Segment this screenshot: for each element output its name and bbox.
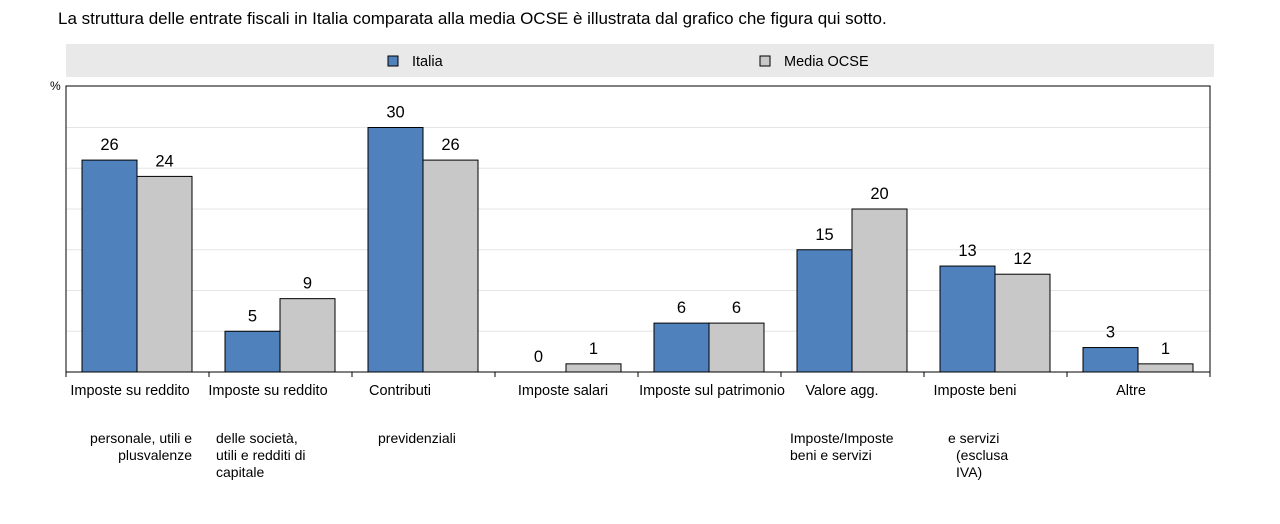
category-label: Valore agg. <box>805 383 878 399</box>
legend-swatch-italia <box>387 55 399 67</box>
category-sublabel-line: utili e redditi di <box>216 447 306 463</box>
bar-ocse <box>422 159 479 373</box>
category-sublabel: Imposte/Imposte beni e servizi <box>790 430 920 464</box>
category-sublabel-line: (esclusa <box>956 447 1009 463</box>
category-sublabel: e servizi (esclusa IVA) <box>948 430 1058 481</box>
intro-text: La struttura delle entrate fiscali in It… <box>58 9 887 28</box>
value-label-italia: 13 <box>958 242 976 260</box>
value-label-ocse: 20 <box>870 185 888 203</box>
category-label: Altre <box>1116 383 1146 399</box>
value-label-italia: 30 <box>386 104 404 122</box>
bar-ocse <box>279 298 336 373</box>
value-label-ocse: 24 <box>155 152 173 170</box>
value-label-italia: 5 <box>248 307 257 325</box>
bar-italia <box>81 159 138 373</box>
category-label: Imposte salari <box>518 383 608 399</box>
category-label: Imposte sul patrimonio <box>639 383 785 399</box>
category-sublabel-line: IVA) <box>956 464 983 480</box>
category-sublabel: delle società, utili e redditi di capitale <box>216 430 346 481</box>
legend-label-ocse: Media OCSE <box>784 54 869 70</box>
value-label-italia: 26 <box>100 136 118 154</box>
category-sublabel-line: plusvalenze <box>118 447 192 463</box>
bar-ocse <box>994 273 1051 373</box>
category-label: Imposte beni <box>933 383 1016 399</box>
bar-italia <box>1082 347 1139 373</box>
category-sublabel-line: personale, utili e <box>90 430 192 446</box>
category-label: Imposte su reddito <box>70 383 189 399</box>
value-label-italia: 3 <box>1106 324 1115 342</box>
bar-italia <box>939 265 996 373</box>
category-sublabel-line: Imposte/Imposte <box>790 430 894 446</box>
bar-ocse <box>136 175 193 373</box>
category-label: Imposte su reddito <box>208 383 327 399</box>
value-label-italia: 15 <box>815 226 833 244</box>
x-axis: Imposte su reddito Imposte su reddito Cont… <box>65 372 1211 399</box>
value-label-ocse: 6 <box>732 299 741 317</box>
value-label-italia: 0 <box>534 348 543 366</box>
value-labels: 26 24 5 9 30 26 0 1 6 6 15 20 13 12 3 1 <box>100 104 1170 367</box>
category-label: Contributi <box>369 383 431 399</box>
bar-italia <box>653 322 710 373</box>
value-label-ocse: 9 <box>303 275 312 293</box>
value-label-ocse: 26 <box>441 136 459 154</box>
bar-ocse <box>565 363 622 373</box>
y-axis-unit-label: % <box>50 79 61 93</box>
value-label-italia: 6 <box>677 299 686 317</box>
bar-ocse <box>851 208 908 373</box>
value-label-ocse: 1 <box>589 340 598 358</box>
bar-italia <box>224 330 281 373</box>
legend-label-italia: Italia <box>412 54 444 70</box>
value-label-ocse: 1 <box>1161 340 1170 358</box>
legend: Italia Media OCSE <box>387 54 869 70</box>
category-sublabel-line: previdenziali <box>378 430 456 446</box>
bar-ocse <box>1137 363 1194 373</box>
category-sublabel: personale, utili e plusvalenze <box>68 430 192 464</box>
category-sublabel: previdenziali <box>378 430 478 447</box>
bar-ocse <box>708 322 765 373</box>
category-sublabel-line: e servizi <box>948 430 1000 446</box>
category-sublabel-line: beni e servizi <box>790 447 872 463</box>
bar-italia <box>796 249 853 373</box>
category-sublabel-line: capitale <box>216 464 265 480</box>
legend-background <box>66 44 1214 77</box>
category-sublabel-line: delle società, <box>216 430 298 446</box>
value-label-ocse: 12 <box>1013 250 1031 268</box>
bar-italia <box>367 127 424 373</box>
legend-swatch-ocse <box>759 55 771 67</box>
